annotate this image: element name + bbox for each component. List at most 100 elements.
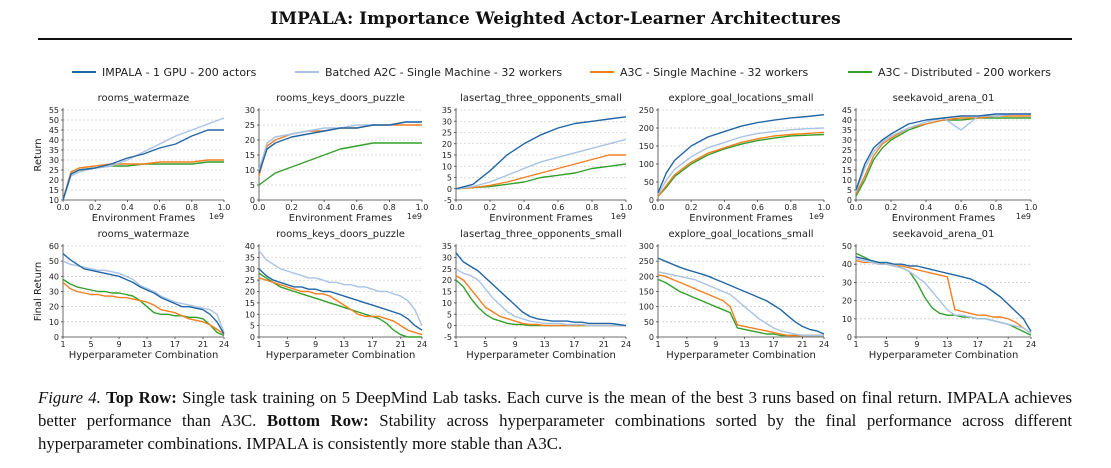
figure-caption: Figure 4. Top Row: Single task training …	[38, 386, 1072, 455]
panel-2-1-y-tick-label: 30	[49, 288, 59, 297]
panel-1-5-y-tick-label: 45	[842, 106, 852, 115]
caption-figure-label: Figure 4.	[38, 388, 101, 407]
panel-1-1-y-tick-label: 25	[49, 166, 59, 175]
panel-1-2-series-2-line	[258, 121, 422, 171]
panel-1-1-x-tick-label: 0.2	[89, 203, 102, 212]
panel-2-1-series-4-line	[62, 278, 225, 337]
panel-1-4-x-label: Environment Frames	[689, 213, 792, 224]
legend-label-4: A3C - Distributed - 200 workers	[878, 66, 1051, 79]
panel-2-3-y-tick-label: 15	[442, 288, 452, 297]
panel-1-1-series-1-line	[62, 129, 224, 201]
panel-2-3-y-tick-label: 25	[442, 265, 452, 274]
panel-1-3-x-label: Environment Frames	[489, 213, 592, 224]
panel-2-2-y-tick-label: 0	[250, 333, 255, 342]
panel-2-5-y-tick-label: 20	[842, 297, 852, 306]
panel-1-5-y-tick-label: 5	[847, 186, 852, 195]
panel-2-4-x-tick-label: 5	[684, 340, 689, 349]
panel-2-2-series-2-line	[258, 250, 423, 326]
panel-2-5-y-tick-label: 50	[842, 242, 852, 251]
figure-4: IMPALA - 1 GPU - 200 actors Batched A2C -…	[33, 66, 1051, 361]
panel-2-4-y-tick-label: 50	[644, 318, 654, 327]
panel-2-2-x-tick-label: 13	[339, 340, 349, 349]
panel-2-4-x-tick-label: 24	[819, 340, 829, 349]
panel-2-3-series-1-line	[455, 252, 627, 327]
panel-1-1-x-label: Environment Frames	[92, 213, 195, 224]
panel-1-2-x-tick-label: 1.0	[416, 203, 429, 212]
panel-2-3-y-tick-label: -5	[444, 333, 452, 342]
panel-2-2-y-tick-label: 35	[245, 253, 255, 262]
panel-1-3-x-exponent: 1e9	[611, 212, 626, 221]
panel-1-2-x-tick-label: 0.4	[318, 203, 331, 212]
panel-1-1-y-tick-label: 40	[49, 136, 59, 145]
panel-1-1-y-tick-label: 10	[49, 196, 59, 205]
panel-1-1-x-tick-label: 0.8	[185, 203, 198, 212]
panel-2-2-x-tick-label: 5	[285, 340, 290, 349]
panel-2-4-y-tick-label: 100	[639, 303, 654, 312]
panel-1-3-x-tick-label: 1.0	[620, 203, 633, 212]
panel-1-5-x-tick-label: 0.2	[885, 203, 898, 212]
panel-1-3-y-tick-label: 30	[442, 117, 452, 126]
panel-2-5-x-tick-label: 9	[914, 340, 919, 349]
panel-1-5-x-label: Environment Frames	[892, 213, 995, 224]
panel-2-2-y-tick-label: 30	[245, 265, 255, 274]
panel-2-4-x-tick-label: 17	[768, 340, 778, 349]
panel-1-5-y-tick-label: 15	[842, 166, 852, 175]
panel-1-3-y-tick-label: -5	[444, 196, 452, 205]
panel-2-2-y-tick-label: 40	[245, 242, 255, 251]
panel-2-3-y-tick-label: 20	[442, 276, 452, 285]
panel-1-1-x-tick-label: 0.4	[121, 203, 134, 212]
panel-1-5-x-tick-label: 0.0	[850, 203, 863, 212]
panel-2-1-x-tick-label: 24	[219, 340, 229, 349]
panel-1-3-y-tick-label: 15	[442, 151, 452, 160]
panel-1-5-y-tick-label: 0	[847, 196, 852, 205]
panel-2-3-x-tick-label: 24	[621, 340, 631, 349]
panel-1-1-y-tick-label: 20	[49, 176, 59, 185]
panel-2-2-y-tick-label: 15	[245, 299, 255, 308]
panel-1-4-y-tick-label: 150	[639, 142, 654, 151]
panel-2-2-y-tick-label: 10	[245, 310, 255, 319]
panel-2-5-y-tick-label: 40	[842, 260, 852, 269]
panel-1-5-y-tick-label: 35	[842, 126, 852, 135]
legend-label-2: Batched A2C - Single Machine - 32 worker…	[325, 66, 562, 79]
caption-bottom-row-label: Bottom Row:	[266, 411, 369, 430]
panel-1-3-series-3-line	[455, 154, 626, 190]
panel-1-2-y-tick-label: 25	[245, 121, 255, 130]
panel-2-5-x-tick-label: 5	[884, 340, 889, 349]
panel-1-5-x-tick-label: 0.6	[955, 203, 968, 212]
panel-2-5-series-1-line	[855, 256, 1032, 332]
panel-2-4-y-tick-label: 200	[639, 272, 654, 281]
panel-2-4-x-label: Hyperparameter Combination	[666, 350, 816, 361]
panel-1-5-x-tick-label: 1.0	[1025, 203, 1038, 212]
panel-1-1-y-tick-label: 35	[49, 146, 59, 155]
panel-2-1-title: rooms_watermaze	[98, 229, 190, 240]
legend-label-1: IMPALA - 1 GPU - 200 actors	[102, 66, 257, 79]
panel-2-1-y-tick-label: 0	[54, 333, 59, 342]
panel-1-1-x-tick-label: 0.6	[153, 203, 166, 212]
panel-1-1-series-3-line	[62, 159, 224, 201]
panel-2-1-y-tick-label: 60	[49, 242, 59, 251]
panel-2-3-title: lasertag_three_opponents_small	[460, 229, 622, 240]
panel-2-4-y-tick-label: 300	[639, 242, 654, 251]
panel-2-2-y-tick-label: 25	[245, 276, 255, 285]
panel-1-4-x-tick-label: 0.2	[685, 203, 698, 212]
panel-1-4-y-tick-label: 50	[644, 178, 654, 187]
panel-1-5-series-1-line	[855, 113, 1031, 191]
panel-1-3-x-tick-label: 0.0	[450, 203, 463, 212]
panel-1-3-x-tick-label: 0.2	[484, 203, 497, 212]
panel-2-2-x-tick-label: 21	[396, 340, 406, 349]
panel-2-5-x-tick-label: 1	[853, 340, 858, 349]
panel-2-2-series-3-line	[258, 277, 423, 336]
panel-2-3-x-label: Hyperparameter Combination	[466, 350, 616, 361]
panel-2-2-x-tick-label: 17	[367, 340, 377, 349]
panel-2-1-series-1-line	[62, 253, 225, 335]
panel-2-1-y-tick-label: 40	[49, 272, 59, 281]
caption-bottom-row-text: Stability across hyperparameter combinat…	[38, 411, 1073, 453]
panel-1-5-series-3-line	[855, 115, 1031, 195]
panel-1-2-series-1-line	[258, 121, 422, 174]
panel-1-3-y-tick-label: 35	[442, 106, 452, 115]
panel-1-4-x-tick-label: 0.0	[652, 203, 665, 212]
panel-2-3-y-tick-label: 10	[442, 299, 452, 308]
panel-2-4-y-tick-label: 250	[639, 257, 654, 266]
panel-1-2-x-tick-label: 0.2	[285, 203, 298, 212]
panel-2-1-series-2-line	[62, 260, 225, 333]
